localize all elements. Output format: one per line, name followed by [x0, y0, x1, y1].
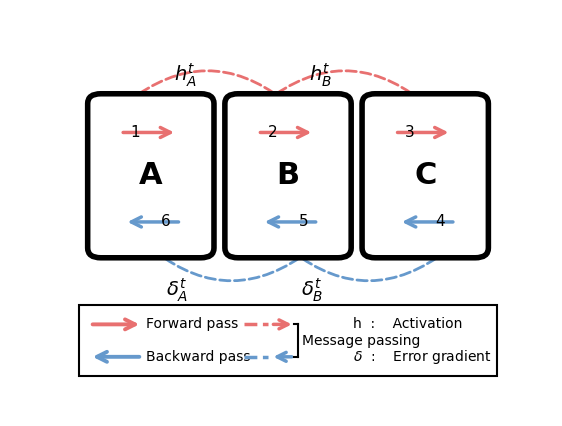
FancyArrowPatch shape	[265, 71, 421, 102]
Text: $\delta_B^t$: $\delta_B^t$	[301, 277, 323, 304]
Text: 4: 4	[436, 214, 445, 230]
Text: 3: 3	[405, 125, 415, 140]
Text: $h_A^t$: $h_A^t$	[174, 62, 197, 89]
Text: C: C	[414, 161, 437, 190]
Text: $h_B^t$: $h_B^t$	[309, 62, 332, 89]
FancyArrowPatch shape	[292, 250, 448, 281]
Text: Message passing: Message passing	[302, 334, 421, 348]
Text: $\delta_A^t$: $\delta_A^t$	[166, 277, 188, 304]
Text: A: A	[139, 161, 162, 190]
FancyArrowPatch shape	[128, 71, 284, 102]
FancyBboxPatch shape	[225, 94, 351, 258]
Text: 6: 6	[161, 214, 171, 230]
Text: B: B	[277, 161, 300, 190]
Text: 2: 2	[268, 125, 278, 140]
Text: 5: 5	[298, 214, 308, 230]
FancyBboxPatch shape	[362, 94, 488, 258]
Text: $\delta$  :    Error gradient: $\delta$ : Error gradient	[353, 348, 492, 366]
Text: Backward pass: Backward pass	[147, 350, 251, 364]
Text: h  :    Activation: h : Activation	[353, 317, 463, 331]
Text: 1: 1	[131, 125, 140, 140]
Text: Forward pass: Forward pass	[147, 317, 239, 331]
FancyBboxPatch shape	[88, 94, 214, 258]
FancyArrowPatch shape	[155, 250, 311, 281]
FancyBboxPatch shape	[79, 305, 497, 376]
